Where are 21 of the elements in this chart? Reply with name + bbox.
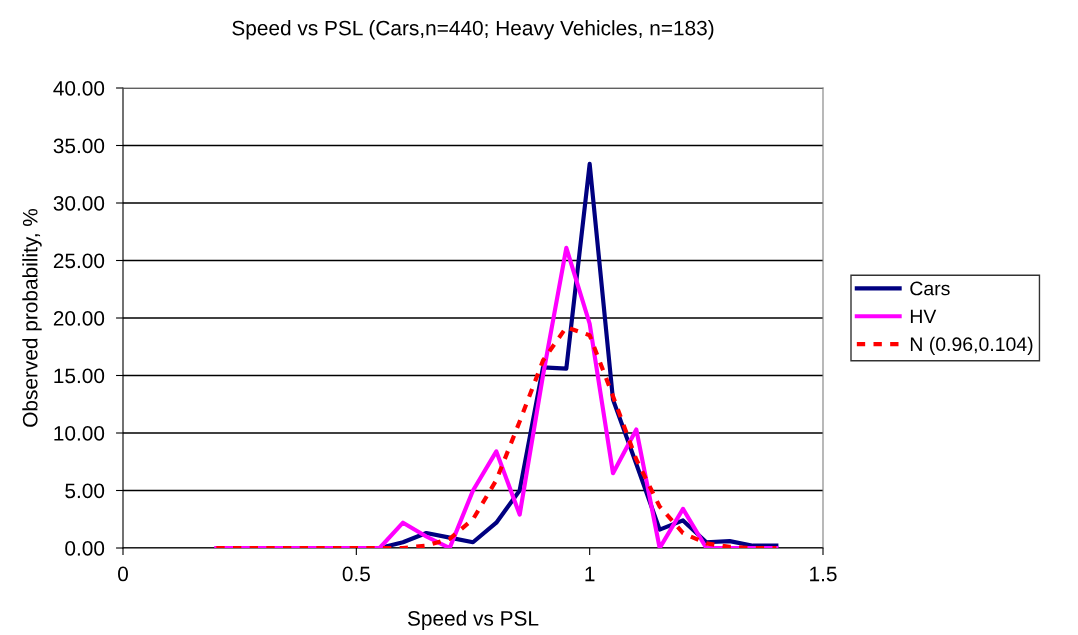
legend-label: Cars (910, 281, 950, 296)
y-tick-label: 20.00 (53, 311, 105, 326)
y-tick-label: 35.00 (53, 138, 105, 154)
y-tick-label: 25.00 (53, 253, 105, 269)
y-tick-label: 30.00 (53, 196, 105, 211)
y-tick-label: 10.00 (54, 426, 105, 441)
y-axis-title: Observed probability, % (22, 208, 42, 427)
x-axis-title: Speed vs PSL (407, 610, 539, 630)
y-tick-label: 40.00 (53, 81, 105, 96)
x-tick-label: 0 (118, 566, 128, 582)
y-tick-label: 15.00 (54, 368, 105, 384)
legend-label: HV (910, 309, 937, 324)
y-tick-label: 0.00 (65, 541, 105, 556)
x-tick-label: 1 (585, 566, 595, 582)
chart-title: Speed vs PSL (Cars,n=440; Heavy Vehicles, n=183) (232, 20, 714, 40)
line-series (214, 245, 779, 548)
legend-label: N (0.96,0.104) (910, 336, 1033, 355)
x-tick-label: 0.5 (342, 566, 370, 582)
y-tick-label: 5.00 (65, 483, 105, 499)
line-series (214, 325, 779, 548)
x-tick-label: 1.5 (810, 566, 837, 582)
